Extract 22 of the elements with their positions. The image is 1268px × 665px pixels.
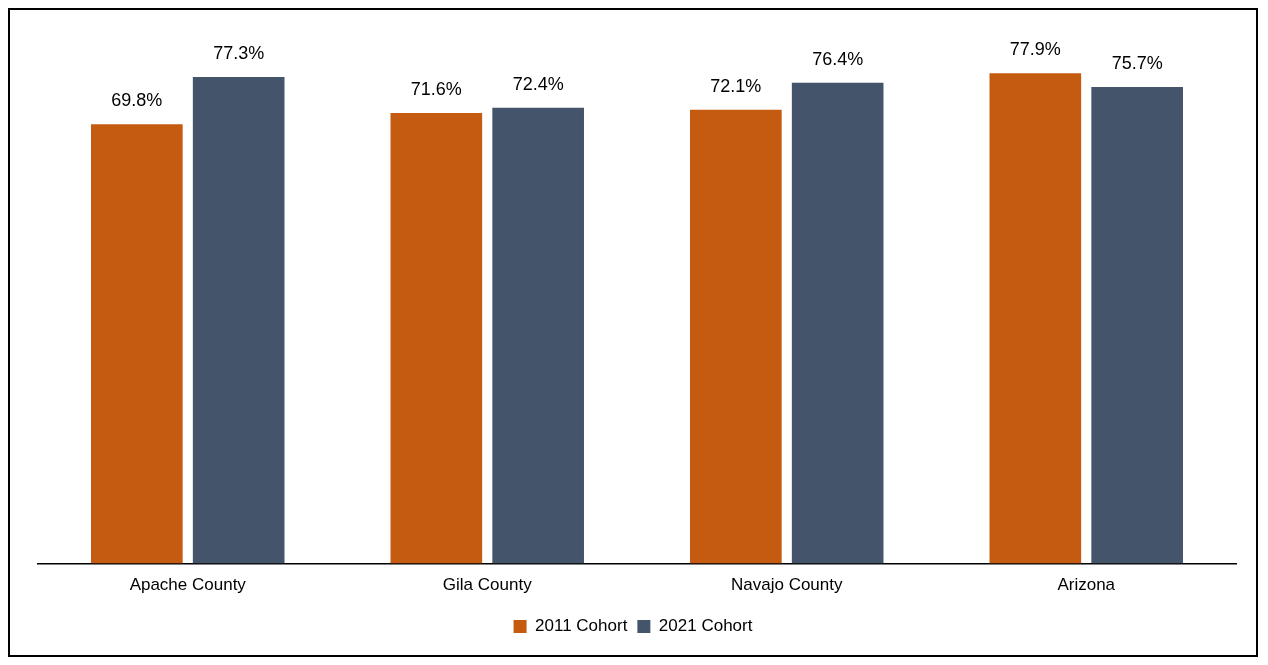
- bar: [690, 109, 782, 564]
- data-label: 76.4%: [812, 48, 864, 69]
- bar: [1091, 87, 1183, 564]
- bar: [492, 107, 584, 564]
- x-tick-label: Arizona: [1057, 575, 1116, 595]
- legend-label: 2021 Cohort: [658, 616, 753, 636]
- data-label: 72.1%: [710, 75, 762, 96]
- x-tick-label: Gila County: [442, 575, 533, 595]
- data-label: 71.6%: [410, 78, 462, 99]
- bar: [390, 112, 483, 564]
- data-label: 69.8%: [111, 90, 163, 111]
- bar: [91, 124, 183, 564]
- data-label: 77.3%: [213, 42, 265, 63]
- data-label: 75.7%: [1111, 53, 1163, 74]
- data-label: 77.9%: [1009, 39, 1061, 60]
- bar: [192, 77, 285, 564]
- data-label: 72.4%: [512, 73, 564, 94]
- x-tick-label: Navajo County: [730, 575, 843, 595]
- bar: [989, 73, 1082, 564]
- x-tick-label: Apache County: [129, 575, 247, 595]
- legend-label: 2011 Cohort: [535, 616, 628, 636]
- bar: [791, 82, 884, 564]
